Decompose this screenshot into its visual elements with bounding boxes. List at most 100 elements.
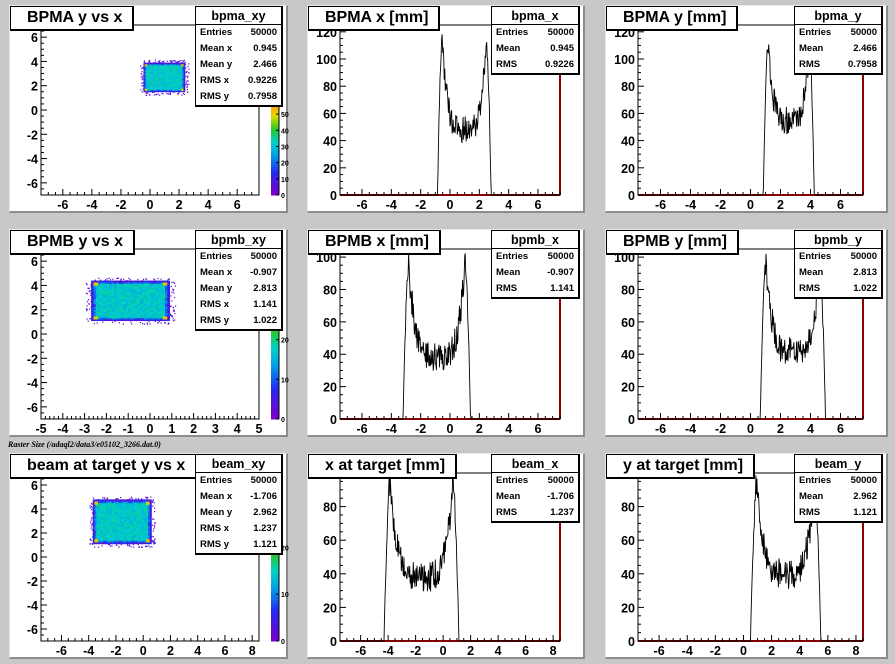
heat-cell xyxy=(145,81,148,84)
x-tick-label: -4 xyxy=(685,422,696,436)
heat-cell xyxy=(141,525,144,528)
heat-cell xyxy=(147,511,151,514)
heat-cell xyxy=(153,291,157,294)
heat-cell xyxy=(144,285,147,288)
heat-cell xyxy=(160,62,163,65)
heat-cell xyxy=(159,59,161,62)
heat-cell xyxy=(158,67,160,69)
heat-cell xyxy=(104,311,108,314)
heat-cell xyxy=(177,79,180,81)
heat-cell xyxy=(144,73,147,76)
heat-cell xyxy=(175,70,177,73)
heat-cell xyxy=(180,85,182,87)
heat-cell xyxy=(125,289,129,292)
heat-cell xyxy=(172,310,174,312)
palette-label: 20 xyxy=(281,338,289,345)
heat-cell xyxy=(155,312,159,315)
heat-cell xyxy=(134,305,138,308)
heat-cell xyxy=(125,518,128,521)
heat-cell xyxy=(165,282,168,285)
heat-cell xyxy=(161,81,164,84)
heat-cell xyxy=(103,501,106,504)
heat-cell xyxy=(122,538,125,541)
heat-cell xyxy=(151,70,154,73)
heat-cell xyxy=(97,499,101,502)
heat-cell xyxy=(141,291,145,294)
palette-cell xyxy=(271,556,279,560)
heat-cell xyxy=(137,317,141,320)
heat-cell xyxy=(113,536,116,540)
heat-cell xyxy=(103,525,106,528)
heat-cell xyxy=(130,312,134,315)
heat-cell xyxy=(146,533,149,536)
heat-cell xyxy=(114,314,117,317)
heat-cell xyxy=(160,314,164,317)
palette-cell xyxy=(271,126,279,129)
heat-cell xyxy=(114,288,117,291)
heat-cell xyxy=(128,513,132,516)
heat-cell xyxy=(183,68,186,70)
heat-cell xyxy=(134,528,137,531)
heat-cell xyxy=(128,509,132,512)
heat-cell xyxy=(147,70,149,73)
heat-cell xyxy=(140,498,143,500)
heat-cell xyxy=(110,509,113,512)
heat-cell xyxy=(93,285,97,288)
heat-cell xyxy=(98,288,101,291)
heat-cell xyxy=(172,82,175,85)
heat-cell xyxy=(150,67,153,69)
heat-cell xyxy=(154,90,157,93)
heat-cell xyxy=(155,67,158,69)
heat-cell xyxy=(93,305,97,308)
heat-cell xyxy=(106,514,109,517)
heat-cell xyxy=(118,286,122,289)
heat-cell xyxy=(101,526,104,529)
heat-cell xyxy=(160,285,164,288)
heat-cell xyxy=(168,323,170,325)
heat-cell xyxy=(154,89,157,92)
heat-cell xyxy=(166,62,169,65)
palette-cell xyxy=(271,170,279,174)
heat-cell xyxy=(147,82,149,85)
x-tick-label: 2 xyxy=(176,198,183,212)
heat-cell xyxy=(104,316,108,318)
heat-cell xyxy=(149,67,152,69)
heat-cell xyxy=(151,295,154,298)
palette-cell xyxy=(271,600,279,604)
heat-cell xyxy=(144,71,147,74)
palette-cell xyxy=(271,172,279,176)
palette-label: 0 xyxy=(281,193,285,200)
heat-cell xyxy=(176,87,178,89)
heat-cell xyxy=(142,506,145,509)
heat-cell xyxy=(116,286,120,289)
heat-cell xyxy=(92,507,95,511)
heat-cell xyxy=(147,64,149,67)
heat-cell xyxy=(116,513,120,516)
heat-cell xyxy=(159,69,161,71)
heat-cell xyxy=(149,86,152,88)
heat-cell xyxy=(111,501,114,504)
heat-cell xyxy=(123,509,126,512)
heat-cell xyxy=(169,71,171,74)
heat-cell xyxy=(108,502,111,505)
heat-cell xyxy=(104,536,107,540)
heat-cell xyxy=(135,511,138,514)
heat-cell xyxy=(100,305,104,308)
heat-cell xyxy=(116,521,120,524)
heat-cell xyxy=(162,60,165,63)
heat-cell xyxy=(149,502,152,505)
heat-cell xyxy=(167,77,170,79)
heat-cell xyxy=(125,506,128,509)
histogram-line xyxy=(638,253,863,420)
heat-cell xyxy=(92,540,95,543)
heat-cell xyxy=(99,501,102,504)
heat-cell xyxy=(156,67,159,69)
y-tick-label: 80 xyxy=(323,501,337,515)
heat-cell xyxy=(122,507,125,511)
heat-cell xyxy=(118,507,121,511)
heat-cell xyxy=(147,509,151,512)
heat-cell xyxy=(134,319,138,322)
heat-cell xyxy=(156,76,159,78)
heat-cell xyxy=(158,78,160,80)
